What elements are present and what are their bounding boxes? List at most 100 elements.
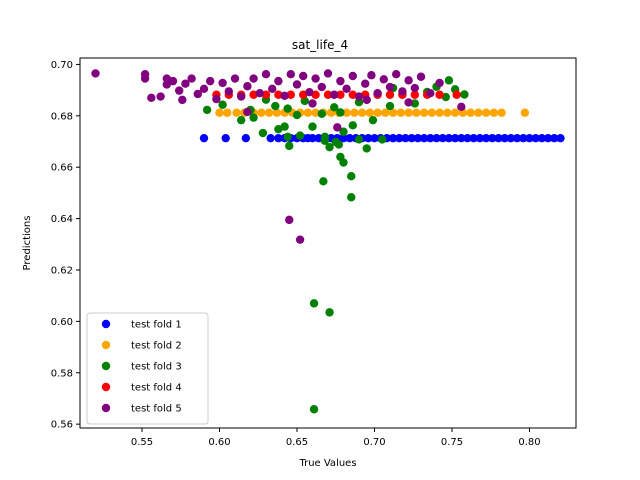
x-tick-label: 0.70	[363, 437, 385, 448]
data-point	[336, 76, 345, 86]
data-point	[438, 133, 447, 143]
data-point	[556, 133, 565, 143]
data-point	[241, 133, 251, 143]
data-point	[410, 83, 419, 93]
x-tick-label: 0.65	[286, 437, 308, 448]
data-point	[350, 108, 359, 117]
legend-label: test fold 5	[131, 404, 182, 415]
data-point	[274, 76, 283, 86]
data-point	[367, 71, 376, 80]
data-point	[354, 92, 364, 101]
data-point	[494, 133, 503, 143]
legend-label: test fold 3	[131, 362, 182, 373]
data-point	[432, 133, 441, 143]
data-point	[218, 78, 227, 88]
data-point	[325, 308, 334, 317]
data-point	[319, 177, 328, 186]
data-point	[264, 108, 274, 117]
data-point	[320, 132, 330, 142]
data-point	[317, 82, 326, 92]
data-point	[404, 76, 413, 85]
data-point	[475, 133, 485, 143]
data-point	[325, 142, 334, 152]
data-point	[348, 71, 357, 81]
data-point	[450, 108, 460, 117]
data-point	[412, 108, 421, 117]
data-point	[435, 90, 444, 99]
data-point	[519, 133, 528, 143]
data-point	[410, 90, 419, 99]
data-point	[373, 89, 382, 98]
data-point	[385, 82, 395, 92]
data-point	[370, 133, 379, 143]
data-point	[342, 84, 351, 94]
data-point	[427, 108, 437, 117]
data-point	[308, 122, 317, 131]
legend-box	[86, 312, 209, 425]
data-point	[354, 135, 364, 144]
data-point	[474, 108, 483, 117]
data-point	[404, 98, 413, 107]
data-point	[450, 133, 460, 143]
data-point	[347, 193, 356, 202]
data-point	[520, 108, 530, 117]
data-point	[237, 115, 246, 125]
data-point	[348, 121, 357, 130]
data-point	[309, 299, 319, 308]
data-point	[272, 108, 282, 117]
data-point	[199, 84, 209, 94]
data-point	[292, 110, 302, 120]
legend: test fold 1 test fold 2 test fold 3 test fo…	[86, 312, 209, 425]
data-point	[395, 133, 404, 143]
data-point	[255, 89, 264, 98]
data-point	[295, 131, 305, 140]
data-point	[218, 100, 227, 109]
data-point	[202, 105, 212, 115]
data-point	[311, 108, 320, 117]
x-tick-label: 0.80	[518, 437, 540, 448]
data-point	[162, 80, 171, 89]
data-point	[525, 133, 534, 143]
y-tick-label: 0.60	[51, 317, 73, 328]
data-point	[243, 107, 252, 117]
data-point	[286, 90, 295, 99]
data-point	[410, 99, 419, 108]
data-point	[379, 75, 388, 84]
data-point	[460, 90, 469, 99]
data-point	[257, 108, 266, 117]
x-axis-label: True Values	[298, 458, 356, 469]
data-point	[488, 133, 497, 143]
y-tick-label: 0.70	[51, 60, 73, 71]
data-point	[481, 108, 491, 117]
data-point	[140, 74, 150, 83]
data-point	[368, 115, 378, 125]
data-point	[199, 133, 209, 143]
data-point	[419, 108, 429, 117]
data-point	[435, 108, 444, 117]
data-point	[311, 74, 320, 83]
y-tick-label: 0.62	[51, 265, 73, 276]
data-point	[224, 87, 233, 96]
data-point	[261, 69, 271, 79]
data-point	[426, 89, 435, 98]
data-point	[345, 133, 354, 143]
data-point	[206, 76, 215, 86]
series-5	[91, 69, 466, 244]
data-point	[378, 135, 387, 144]
data-point	[299, 71, 308, 81]
data-point	[543, 133, 553, 143]
data-point	[283, 104, 292, 113]
data-point	[537, 133, 547, 143]
data-point	[550, 133, 559, 143]
data-point	[285, 215, 294, 225]
data-point	[237, 92, 246, 101]
data-point	[323, 69, 333, 78]
data-point	[178, 95, 187, 105]
data-point	[223, 108, 232, 117]
legend-marker	[101, 340, 111, 350]
data-point	[444, 76, 454, 85]
data-point	[413, 133, 423, 143]
data-point	[230, 74, 240, 83]
